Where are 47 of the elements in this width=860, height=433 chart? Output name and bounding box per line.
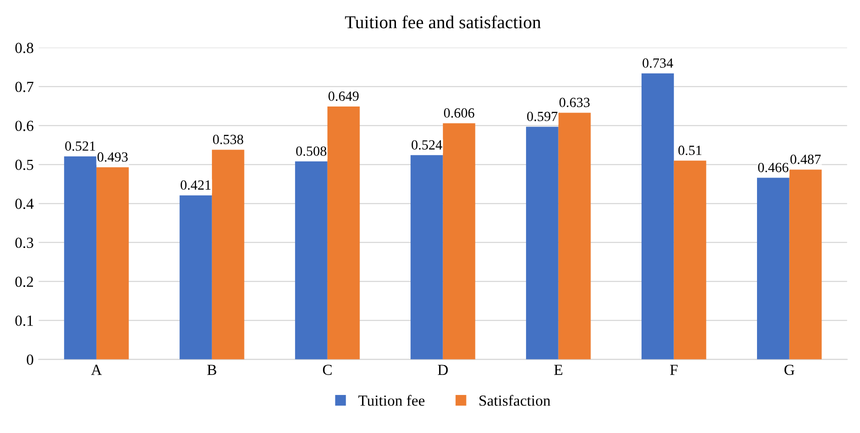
bar — [442, 123, 476, 360]
bar — [180, 195, 212, 360]
bar — [212, 150, 244, 360]
bar — [295, 161, 328, 360]
data-label: 0.521 — [65, 141, 96, 151]
y-tick-label: 0.6 — [15, 120, 34, 132]
chart-title: Tuition fee and satisfaction — [345, 15, 541, 28]
data-label: 0.493 — [98, 152, 128, 162]
y-tick-label: 0 — [26, 354, 34, 365]
data-label: 0.487 — [790, 154, 821, 164]
y-tick-label: 0.4 — [15, 198, 34, 210]
x-tick-label: E — [554, 364, 562, 375]
data-label: 0.649 — [328, 92, 359, 101]
bar — [558, 112, 591, 360]
bar — [327, 106, 360, 360]
x-tick-label: C — [322, 364, 332, 376]
data-label: 0.508 — [296, 146, 326, 156]
x-tick-label: B — [207, 364, 216, 375]
data-label: 0.466 — [758, 162, 788, 172]
data-label: 0.421 — [180, 180, 211, 190]
data-label: 0.51 — [678, 146, 702, 156]
legend-label: Tuition fee — [358, 394, 424, 406]
y-tick-label: 0.3 — [15, 238, 34, 248]
x-tick-label: D — [438, 364, 448, 375]
x-tick-label: A — [91, 364, 102, 375]
data-label: 0.524 — [412, 140, 442, 150]
data-label: 0.633 — [559, 98, 590, 108]
bar — [526, 126, 558, 360]
y-tick-label: 0.2 — [15, 276, 33, 287]
data-label: 0.538 — [213, 134, 244, 144]
bar — [410, 155, 443, 360]
bar — [64, 156, 96, 360]
bar — [757, 178, 790, 360]
y-tick-label: 0.1 — [15, 316, 33, 326]
y-tick-label: 0.7 — [15, 82, 34, 92]
data-label: 0.597 — [527, 112, 558, 122]
data-label: 0.734 — [642, 58, 674, 68]
x-tick-label: G — [784, 364, 794, 376]
bar — [642, 73, 674, 360]
legend-label: Satisfaction — [480, 394, 550, 406]
y-tick-label: 0.5 — [15, 160, 34, 170]
data-label: 0.606 — [444, 108, 474, 118]
x-tick-label: F — [670, 364, 678, 375]
y-tick-label: 0.8 — [15, 42, 34, 54]
bar — [789, 170, 822, 360]
bar — [674, 160, 706, 360]
bar — [96, 167, 129, 360]
